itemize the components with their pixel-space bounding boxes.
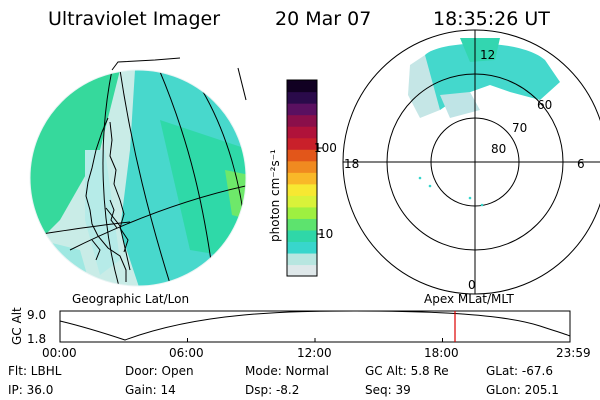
mlat-label: 80 xyxy=(491,142,506,156)
seq-status: Seq: 39 xyxy=(365,383,411,397)
colorbar-segment xyxy=(287,172,317,185)
altitude-plot: GC Alt 9.0 1.8 00:00 06:00 12:00 18:00 2… xyxy=(10,307,591,360)
latitude-line xyxy=(69,184,246,251)
altitude-x-tick: 12:00 xyxy=(297,346,332,360)
colorbar-tick-label: 100 xyxy=(314,141,337,155)
colorbar-segment xyxy=(287,80,317,93)
earth-image xyxy=(29,57,247,287)
mlat-label: 60 xyxy=(537,98,552,112)
glat-status: GLat: -67.6 xyxy=(486,364,553,378)
colorbar-segment xyxy=(287,252,317,266)
glon-status: GLon: 205.1 xyxy=(486,383,559,397)
altitude-x-tick: 18:00 xyxy=(424,346,459,360)
colorbar-segment xyxy=(287,91,317,104)
colorbar-segment xyxy=(287,264,317,277)
colorbar-segment xyxy=(287,114,317,127)
colorbar-unit-label: photon cm⁻²s⁻¹ xyxy=(268,149,282,242)
longitude-line xyxy=(119,70,173,286)
colorbar-segment xyxy=(287,206,317,219)
colorbar-segment xyxy=(287,103,317,116)
polar-plot: 12 0 18 6 60 70 80 xyxy=(342,29,600,295)
colorbar-segment xyxy=(287,241,317,254)
altitude-axis-label: GC Alt xyxy=(10,307,24,345)
altitude-y-tick: 1.8 xyxy=(27,332,46,346)
mlt-label-bottom: 0 xyxy=(468,278,476,292)
altitude-curve xyxy=(59,310,571,341)
filter-status: Flt: LBHL xyxy=(8,364,62,378)
gain-status: Gain: 14 xyxy=(125,383,176,397)
geographic-label: Geographic Lat/Lon xyxy=(72,292,189,306)
mode-status: Mode: Normal xyxy=(245,364,329,378)
apex-label: Apex MLat/MLT xyxy=(424,292,514,306)
mlt-label-top: 12 xyxy=(480,48,495,62)
longitude-line xyxy=(102,70,121,286)
instrument-title: Ultraviolet Imager xyxy=(48,8,220,30)
ip-status: IP: 36.0 xyxy=(8,383,53,397)
colorbar-segment xyxy=(287,183,317,196)
latitude-line xyxy=(34,221,131,236)
status-readout: Flt: LBHL Door: Open Mode: Normal GC Alt… xyxy=(8,364,559,397)
mlt-label-right: 6 xyxy=(577,157,585,171)
altitude-x-tick: 06:00 xyxy=(169,346,204,360)
dsp-status: Dsp: -8.2 xyxy=(245,383,299,397)
image-date: 20 Mar 07 xyxy=(275,8,371,30)
image-time: 18:35:26 UT xyxy=(433,8,550,30)
door-status: Door: Open xyxy=(125,364,194,378)
mlt-label-left: 18 xyxy=(344,157,359,171)
colorbar-segment xyxy=(287,218,317,231)
gc-alt-status: GC Alt: 5.8 Re xyxy=(365,364,449,378)
colorbar-segment xyxy=(287,126,317,139)
colorbar-segment xyxy=(287,137,317,150)
colorbar-segment xyxy=(287,149,317,162)
altitude-y-tick: 9.0 xyxy=(27,308,46,322)
colorbar-segment xyxy=(287,160,317,173)
altitude-x-tick: 23:59 xyxy=(556,346,591,360)
colorbar-tick-label: 10 xyxy=(318,227,333,241)
landmass-outline xyxy=(85,117,129,282)
mlat-label: 70 xyxy=(512,121,527,135)
color-bar: 100 10 photon cm⁻²s⁻¹ xyxy=(268,79,337,277)
colorbar-segment xyxy=(287,195,317,208)
colorbar-segment xyxy=(287,229,317,243)
altitude-x-tick: 00:00 xyxy=(42,346,77,360)
